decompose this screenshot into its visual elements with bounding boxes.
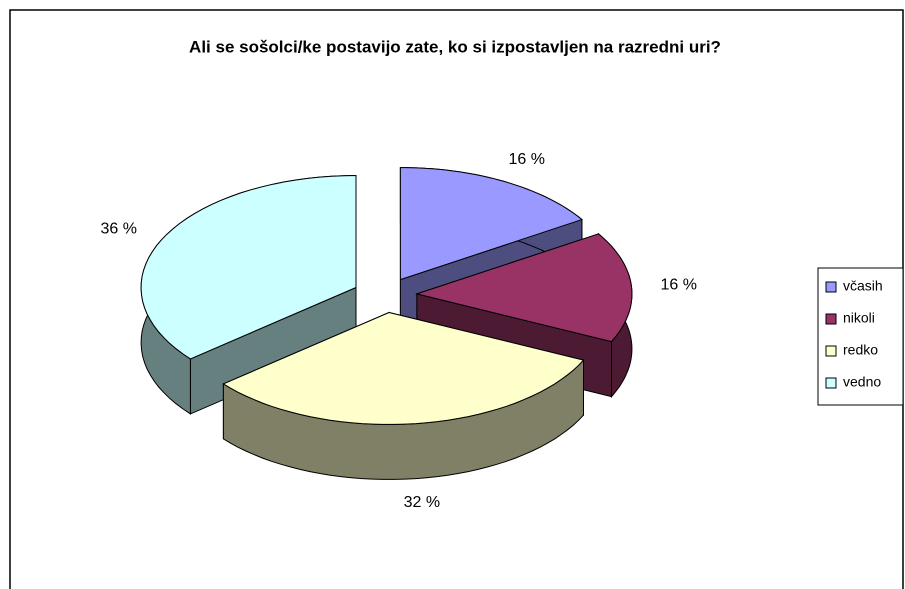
data-label: 32 % bbox=[404, 494, 440, 511]
legend-label: nikoli bbox=[843, 310, 875, 326]
legend-swatch bbox=[825, 377, 837, 389]
slice bbox=[399, 167, 583, 281]
slice bbox=[222, 311, 585, 425]
slice bbox=[415, 233, 633, 343]
data-label: 16 % bbox=[660, 277, 696, 294]
legend-label: redko bbox=[843, 342, 878, 358]
chart-title: Ali se sošolci/ke postavijo zate, ko si … bbox=[189, 37, 721, 56]
data-label: 36 % bbox=[100, 221, 136, 238]
legend-swatch bbox=[825, 345, 837, 357]
legend-swatch bbox=[825, 281, 837, 293]
slice bbox=[140, 174, 357, 360]
legend-label: včasih bbox=[843, 278, 883, 294]
data-label: 16 % bbox=[509, 151, 545, 168]
legend-swatch bbox=[825, 313, 837, 325]
legend-label: vedno bbox=[843, 374, 881, 390]
